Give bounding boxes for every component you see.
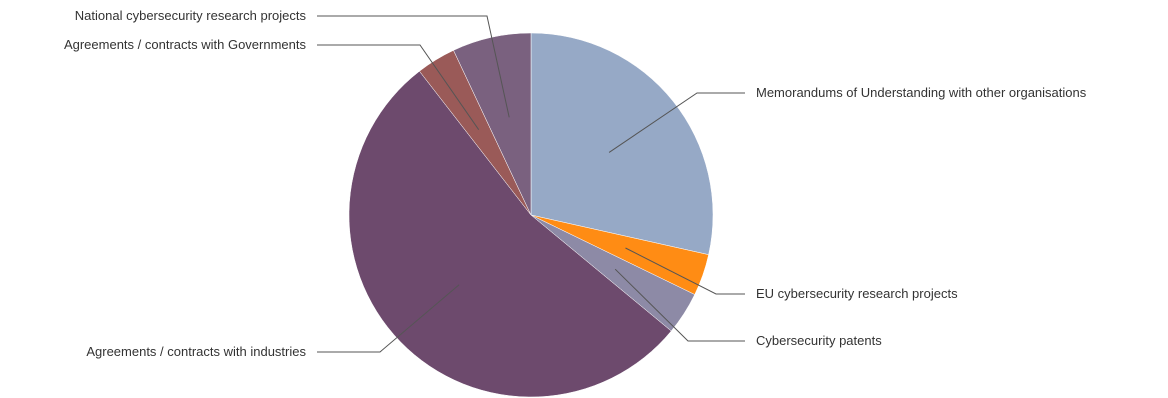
leader-line-eu-cybersecurity-research-projects — [625, 247, 745, 295]
slice-label-agreements-contracts-with-governments: Agreements / contracts with Governments — [64, 37, 307, 52]
pie-slice-agreements-contracts-with-industries — [348, 70, 672, 398]
leader-line-memorandums-of-understanding-with-other-organisations — [608, 92, 745, 153]
leader-line-agreements-contracts-with-governments — [317, 44, 480, 130]
slice-labels: Memorandums of Understanding with other … — [64, 8, 1087, 359]
leader-line-national-cybersecurity-research-projects — [317, 15, 510, 118]
slice-label-memorandums-of-understanding-with-other-organisations: Memorandums of Understanding with other … — [756, 85, 1087, 100]
slice-label-eu-cybersecurity-research-projects: EU cybersecurity research projects — [756, 286, 958, 301]
pie-slices — [348, 32, 714, 398]
leader-lines — [317, 15, 745, 353]
slice-label-agreements-contracts-with-industries: Agreements / contracts with industries — [86, 344, 306, 359]
slice-label-national-cybersecurity-research-projects: National cybersecurity research projects — [75, 8, 307, 23]
leader-line-cybersecurity-patents — [614, 268, 745, 342]
leader-line-agreements-contracts-with-industries — [317, 284, 460, 353]
slice-label-cybersecurity-patents: Cybersecurity patents — [756, 333, 882, 348]
